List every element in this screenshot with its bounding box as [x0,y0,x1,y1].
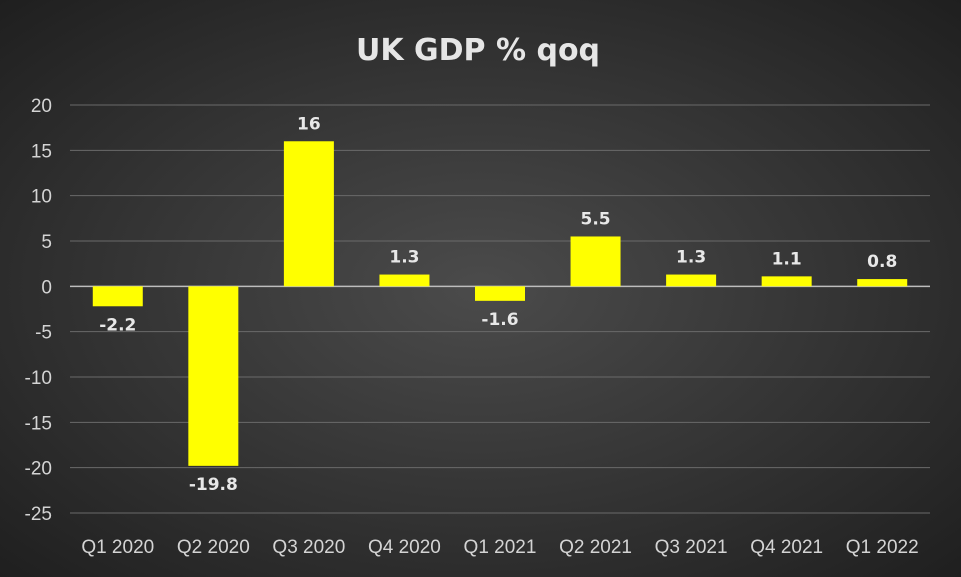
x-tick-label: Q4 2021 [750,537,823,558]
data-label: 16 [297,114,321,134]
data-label: 1.1 [772,249,802,269]
y-tick-label: 20 [31,96,52,117]
data-label: -1.6 [481,310,518,330]
y-tick-label: -15 [25,413,52,434]
x-tick-label: Q2 2021 [559,537,632,558]
chart-title: UK GDP % qoq [356,33,600,68]
x-tick-label: Q3 2021 [655,537,728,558]
y-tick-label: -5 [35,323,52,344]
bar [283,141,334,287]
x-tick-label: Q1 2021 [464,537,537,558]
data-label: 1.3 [676,248,706,268]
bar [188,286,239,466]
y-tick-label: -10 [25,368,52,389]
y-tick-label: 0 [41,277,52,298]
data-label: -19.8 [189,475,238,495]
data-label: 1.3 [389,248,419,268]
data-labels: -2.2 -19.8 16 1.3 -1.6 5.5 1.3 1.1 0.8 [99,114,897,495]
y-tick-label: 15 [31,141,52,162]
x-tick-label: Q1 2022 [846,537,919,558]
bar [761,276,812,287]
bars [92,141,908,466]
y-tick-label: -25 [25,504,52,525]
y-tick-label: 5 [41,232,52,253]
x-tick-label: Q4 2020 [368,537,441,558]
x-tick-label: Q1 2020 [81,537,154,558]
bar [475,286,525,301]
y-tick-label: -20 [25,459,52,480]
data-label: 0.8 [867,252,897,272]
bar [92,286,143,307]
data-label: -2.2 [99,315,136,335]
x-tick-label: Q2 2020 [177,537,250,558]
y-tick-label: 10 [31,187,52,208]
bar [857,279,908,287]
x-tick-label: Q3 2020 [272,537,345,558]
x-axis-ticks: Q1 2020 Q2 2020 Q3 2020 Q4 2020 Q1 2021 Q2 20… [81,537,918,558]
y-axis-ticks: 20 15 10 5 0 -5 -10 -15 -20 -25 [25,96,52,525]
bar [666,274,717,287]
data-label: 5.5 [580,209,610,229]
bar [379,274,430,287]
bar [570,236,621,287]
